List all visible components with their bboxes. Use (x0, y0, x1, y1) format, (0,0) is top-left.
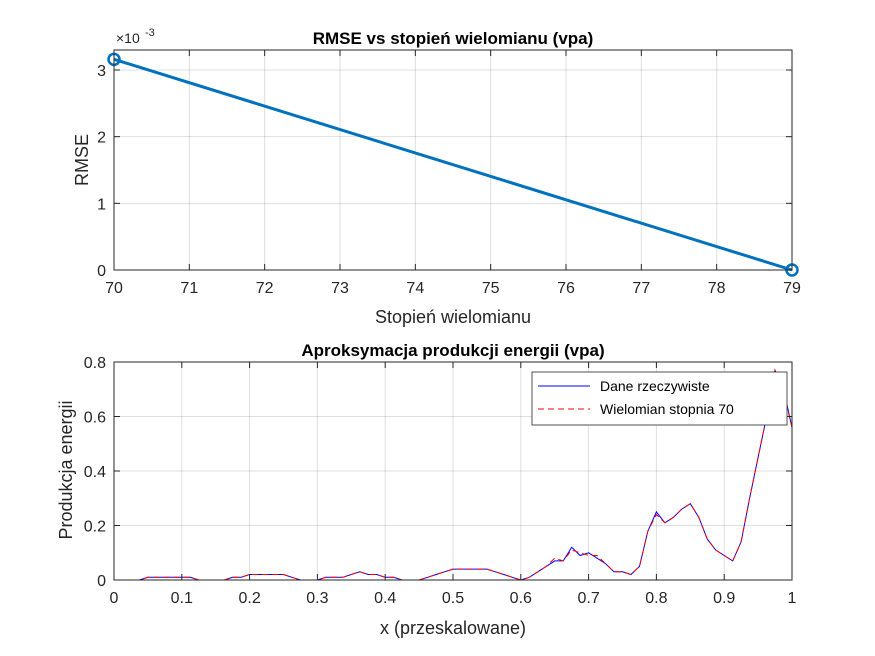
legend: Dane rzeczywiste Wielomian stopnia 70 (531, 371, 788, 426)
rmse-line (113, 57, 793, 272)
energy-xtick-label: 0.7 (577, 590, 599, 607)
rmse-xtick-label: 76 (557, 280, 575, 297)
energy-series (114, 368, 793, 581)
rmse-ticks: 70 71 72 73 74 75 76 77 78 79 0 1 2 3 (97, 50, 801, 297)
energy-xtick-label: 0.9 (713, 590, 735, 607)
rmse-axes: 70 71 72 73 74 75 76 77 78 79 0 1 2 3 RMSE vs stopień… (72, 27, 801, 327)
rmse-xtick-label: 70 (105, 280, 123, 297)
energy-ytick-label: 0.8 (84, 355, 106, 372)
energy-axes: 0 0.1 0.2 0.3 0.4 0.5 0.6 0.7 0.8 0.9 1 0 0.2 0.4 0.6 0… (56, 341, 797, 638)
energy-ylabel: Produkcja energii (56, 400, 76, 539)
energy-xlabel: x (przeskalowane) (380, 618, 526, 638)
rmse-xtick-label: 77 (632, 280, 650, 297)
rmse-ytick-label: 3 (97, 63, 106, 80)
energy-ytick-label: 0.6 (84, 410, 106, 427)
rmse-xtick-label: 71 (180, 280, 198, 297)
rmse-ytick-label: 2 (97, 130, 106, 147)
rmse-xtick-label: 78 (708, 280, 726, 297)
rmse-ytick-label: 1 (97, 196, 106, 213)
energy-xtick-label: 0.3 (306, 590, 328, 607)
legend-label-wielomian: Wielomian stopnia 70 (600, 401, 734, 417)
rmse-ylabel: RMSE (72, 134, 92, 186)
rmse-exponent: ×10 -3 (116, 27, 155, 46)
energy-xtick-label: 1 (788, 590, 797, 607)
series-wielomian (114, 368, 793, 581)
rmse-xtick-label: 74 (406, 280, 424, 297)
rmse-ytick-label: 0 (97, 263, 106, 280)
energy-xtick-label: 0 (110, 590, 119, 607)
energy-ticks: 0 0.1 0.2 0.3 0.4 0.5 0.6 0.7 0.8 0.9 1 0 0.2 0.4 0.6 0… (84, 355, 797, 607)
rmse-xtick-label: 75 (482, 280, 500, 297)
energy-xtick-label: 0.2 (238, 590, 260, 607)
legend-label-dane: Dane rzeczywiste (600, 378, 710, 394)
rmse-exponent-value: -3 (145, 27, 155, 39)
legend-box (531, 371, 788, 426)
energy-title: Aproksymacja produkcji energii (vpa) (301, 341, 604, 360)
energy-ytick-label: 0.4 (84, 464, 106, 481)
energy-xtick-label: 0.5 (442, 590, 464, 607)
rmse-title: RMSE vs stopień wielomianu (vpa) (313, 29, 594, 48)
energy-xtick-label: 0.4 (374, 590, 396, 607)
energy-xtick-label: 0.8 (645, 590, 667, 607)
rmse-xtick-label: 73 (331, 280, 349, 297)
rmse-xtick-label: 72 (256, 280, 274, 297)
svg-text:×10: ×10 (116, 30, 140, 46)
rmse-xlabel: Stopień wielomianu (375, 307, 531, 327)
rmse-xtick-label: 79 (783, 280, 801, 297)
energy-xtick-label: 0.6 (510, 590, 532, 607)
energy-ytick-label: 0 (97, 573, 106, 590)
energy-ytick-label: 0.2 (84, 519, 106, 536)
energy-xtick-label: 0.1 (171, 590, 193, 607)
